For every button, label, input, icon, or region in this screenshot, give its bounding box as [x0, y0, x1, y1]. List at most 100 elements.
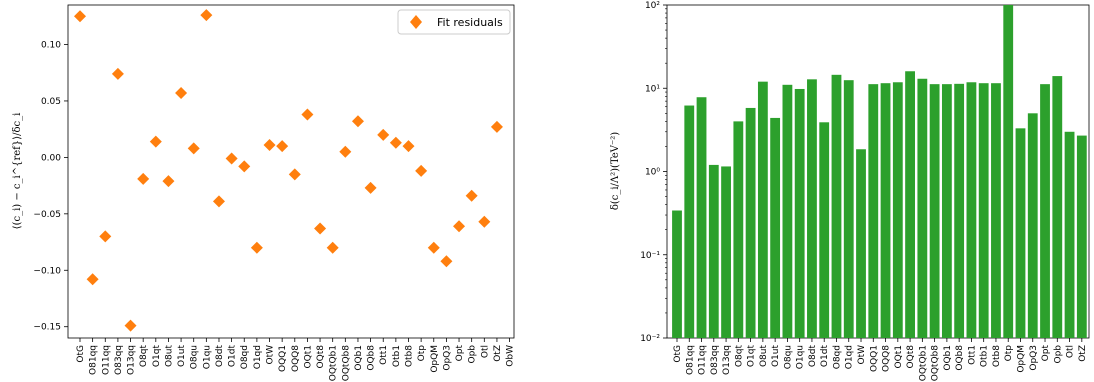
x-tick-label: OtZ [493, 345, 503, 362]
x-tick-label: Otl [480, 345, 490, 358]
x-tick-label: O8qd [240, 345, 250, 369]
bar-series [672, 5, 1087, 339]
residual-point [326, 241, 339, 254]
x-tick-label: O13qq [127, 345, 137, 375]
x-tick-label: OQb8 [367, 345, 377, 371]
uncertainty-bar [892, 82, 903, 338]
uncertainty-bar [843, 80, 854, 338]
x-tick-label: OQQ1 [278, 345, 288, 372]
x-tick-label: O1qt [152, 345, 162, 368]
y-tick-label: −0.10 [33, 266, 61, 276]
scatter-series [74, 9, 503, 332]
residual-point [149, 135, 162, 148]
uncertainty-bar [782, 84, 793, 338]
y-tick-label: 10¹ [645, 84, 660, 94]
x-tick-label: O11qq [101, 345, 111, 375]
x-tick-label: Opt [1041, 345, 1051, 362]
x-tick-label: OQb1 [354, 345, 364, 371]
x-tick-label: O8qd [832, 345, 842, 369]
y-tick-label: −0.05 [33, 210, 61, 220]
residual-point [478, 215, 491, 228]
x-tick-label: O13qq [722, 345, 732, 375]
x-tick-label: O1qu [202, 345, 212, 369]
uncertainty-bar [917, 78, 928, 338]
uncertainty-bar [868, 84, 879, 338]
residual-point [99, 230, 112, 243]
uncertainty-bar [1015, 128, 1026, 338]
x-tick-label: O83qq [114, 345, 124, 375]
x-tick-label: OpQM [1016, 345, 1026, 373]
legend-diamond-icon [410, 15, 422, 29]
x-tick-label: OtG [76, 345, 86, 363]
uncertainty-bar [672, 210, 682, 338]
x-tick-label: OtG [673, 345, 683, 363]
uncertainty-bar [696, 97, 707, 338]
residual-point [111, 67, 124, 80]
uncertainty-bar [831, 74, 842, 339]
residual-point [225, 152, 238, 165]
x-tick-label: O81qq [89, 345, 99, 375]
bar-y-axis: 10² 10¹ 10⁰ 10⁻¹ 10⁻² [640, 1, 667, 344]
uncertainty-bar [941, 84, 952, 338]
residual-point [490, 120, 503, 133]
residual-point [288, 168, 301, 181]
residual-point [453, 220, 466, 233]
scatter-x-axis: OtG O81qq O11qq O83qq O13qq O8qt O1qt O8ut O1ut O… [76, 338, 516, 381]
x-tick-label: OpQ3 [442, 345, 452, 371]
uncertainty-bar [819, 122, 830, 338]
x-tick-label: OpQM [430, 345, 440, 373]
x-tick-label: OQtQb1 [329, 345, 339, 381]
residual-point [377, 128, 390, 141]
x-tick-label: OQt8 [906, 345, 916, 369]
uncertainty-bar [954, 83, 965, 338]
y-tick-label: 0.10 [41, 41, 61, 51]
residual-point [389, 136, 402, 149]
uncertainty-bar [905, 71, 915, 338]
x-tick-label: Ott1 [967, 345, 977, 365]
x-tick-label: Otp [1004, 345, 1014, 362]
uncertainty-bar [1040, 84, 1050, 338]
x-tick-label: Otb8 [992, 345, 1002, 367]
x-tick-label: OQtQb1 [918, 345, 928, 381]
residual-point [263, 138, 276, 151]
uncertainty-bar [794, 88, 805, 338]
x-tick-label: O1qd [845, 345, 855, 369]
residual-point [124, 319, 137, 332]
uncertainty-bar [745, 107, 756, 339]
x-tick-label: Otl [1066, 345, 1076, 358]
x-tick-label: OtW [266, 345, 276, 365]
x-tick-label: OQb8 [955, 345, 965, 371]
uncertainty-bar-chart: 10² 10¹ 10⁰ 10⁻¹ 10⁻² OtG O81qq O11qq O83qq O13q… [610, 1, 1090, 381]
residual-point [212, 195, 225, 208]
x-tick-label: O1dt [820, 345, 830, 368]
uncertainty-bar [721, 166, 731, 338]
residual-point [440, 255, 453, 268]
x-tick-label: Opb [468, 345, 478, 364]
x-tick-label: Opb [1053, 345, 1063, 364]
uncertainty-bar [770, 117, 781, 339]
residual-point [187, 142, 200, 155]
y-tick-label: 10⁰ [645, 168, 660, 178]
uncertainty-bar [1027, 113, 1038, 338]
uncertainty-bar [856, 149, 866, 338]
residual-point [162, 175, 175, 188]
uncertainty-bar [1003, 5, 1014, 338]
x-tick-label: OQQ1 [869, 345, 879, 372]
x-tick-label: OtZ [1078, 345, 1088, 362]
residual-point [465, 189, 478, 202]
x-tick-label: O1qd [253, 345, 263, 369]
x-tick-label: OQtQb8 [931, 345, 941, 381]
bar-y-axis-label: δ(c_i/Λ²)(TeV⁻²) [610, 132, 621, 210]
x-tick-label: O8ut [164, 345, 174, 368]
x-tick-label: O1dt [228, 345, 238, 368]
uncertainty-bar [708, 164, 719, 338]
scatter-plot-area [67, 4, 515, 339]
residual-point [238, 160, 251, 173]
legend-box [397, 9, 511, 35]
legend-label: Fit residuals [437, 16, 503, 29]
residuals-scatter-chart: 0.10 0.05 0.00 −0.05 −0.10 −0.15 OtG O81qq O11q… [12, 4, 516, 381]
residual-point [301, 108, 314, 121]
x-tick-label: O81qq [685, 345, 695, 375]
x-tick-label: OQt1 [894, 345, 904, 368]
